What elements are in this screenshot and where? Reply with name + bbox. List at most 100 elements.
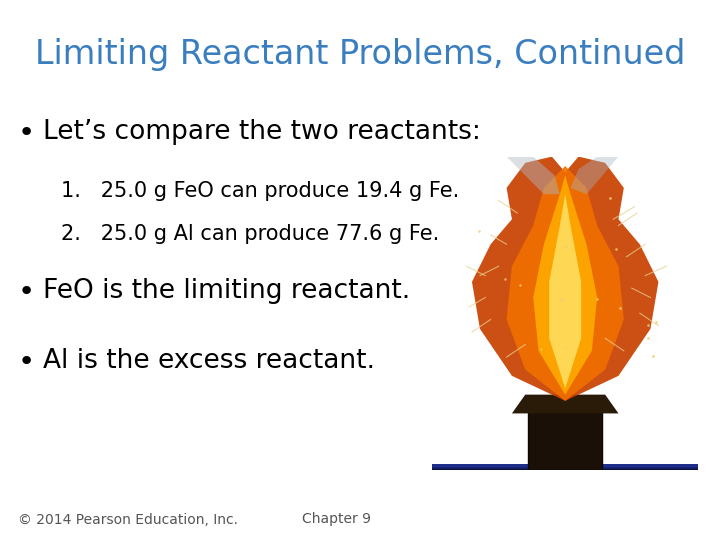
Bar xyxy=(432,464,698,467)
Bar xyxy=(432,465,698,468)
Bar xyxy=(432,467,698,469)
Bar xyxy=(528,407,603,470)
Polygon shape xyxy=(472,157,658,401)
Bar xyxy=(432,465,698,468)
Text: © 2014 Pearson Education, Inc.: © 2014 Pearson Education, Inc. xyxy=(18,512,238,526)
Bar xyxy=(432,464,698,468)
Bar xyxy=(432,466,698,469)
Bar xyxy=(432,465,698,468)
Bar xyxy=(432,466,698,469)
Text: Limiting Reactant Problems, Continued: Limiting Reactant Problems, Continued xyxy=(35,38,685,71)
Polygon shape xyxy=(570,157,618,194)
Bar xyxy=(432,465,698,468)
Bar xyxy=(432,465,698,469)
Bar xyxy=(432,466,698,469)
Polygon shape xyxy=(507,157,560,194)
Bar xyxy=(432,467,698,470)
Bar xyxy=(432,465,698,468)
Bar xyxy=(432,467,698,470)
Bar xyxy=(432,464,698,467)
Bar xyxy=(432,465,698,468)
Bar xyxy=(432,466,698,469)
Bar xyxy=(432,466,698,469)
Bar xyxy=(432,466,698,469)
Bar xyxy=(432,464,698,467)
Bar xyxy=(432,465,698,469)
Bar xyxy=(432,464,698,467)
Bar xyxy=(432,465,698,469)
Text: FeO is the limiting reactant.: FeO is the limiting reactant. xyxy=(43,278,410,304)
Bar xyxy=(432,463,698,467)
Bar xyxy=(432,464,698,468)
Text: •: • xyxy=(18,119,35,147)
Bar xyxy=(432,464,698,467)
Bar xyxy=(432,465,698,469)
Bar xyxy=(432,464,698,468)
Bar xyxy=(432,464,698,468)
Bar xyxy=(432,466,698,469)
Bar xyxy=(432,464,698,467)
Bar xyxy=(432,464,698,468)
Bar xyxy=(432,465,698,469)
Bar xyxy=(432,464,698,468)
Bar xyxy=(432,465,698,468)
Bar xyxy=(432,465,698,468)
Bar xyxy=(432,465,698,468)
Bar xyxy=(432,465,698,469)
Text: Al is the excess reactant.: Al is the excess reactant. xyxy=(43,348,375,374)
Bar xyxy=(432,466,698,469)
Text: 2.   25.0 g Al can produce 77.6 g Fe.: 2. 25.0 g Al can produce 77.6 g Fe. xyxy=(61,224,439,244)
Bar xyxy=(432,464,698,467)
Bar xyxy=(432,464,698,467)
Bar xyxy=(432,465,698,468)
Bar xyxy=(432,464,698,468)
Bar xyxy=(432,467,698,469)
Bar xyxy=(432,466,698,469)
Bar xyxy=(432,464,698,467)
Bar xyxy=(432,464,698,468)
Bar xyxy=(432,465,698,469)
Bar xyxy=(432,464,698,467)
Bar xyxy=(432,465,698,468)
Bar xyxy=(432,466,698,469)
Bar xyxy=(432,465,698,468)
Bar xyxy=(432,465,698,469)
Bar xyxy=(432,464,698,468)
Bar xyxy=(432,464,698,467)
Bar xyxy=(432,466,698,469)
Bar xyxy=(432,465,698,468)
Bar xyxy=(432,465,698,468)
Text: •: • xyxy=(18,348,35,376)
Bar xyxy=(432,464,698,467)
Polygon shape xyxy=(534,176,597,395)
Bar xyxy=(432,464,698,468)
Bar xyxy=(432,464,698,468)
Polygon shape xyxy=(549,194,581,388)
Bar xyxy=(432,464,698,467)
Bar xyxy=(432,466,698,469)
Bar xyxy=(432,466,698,469)
Bar xyxy=(432,465,698,468)
Bar xyxy=(432,465,698,468)
Text: •: • xyxy=(18,278,35,306)
Bar xyxy=(432,464,698,467)
Bar xyxy=(432,464,698,468)
Text: Let’s compare the two reactants:: Let’s compare the two reactants: xyxy=(43,119,481,145)
Text: 1.   25.0 g FeO can produce 19.4 g Fe.: 1. 25.0 g FeO can produce 19.4 g Fe. xyxy=(61,181,459,201)
Bar xyxy=(432,464,698,467)
Bar xyxy=(432,465,698,469)
Bar xyxy=(432,465,698,468)
Bar xyxy=(432,467,698,470)
Polygon shape xyxy=(507,166,624,401)
Bar xyxy=(432,464,698,467)
Bar xyxy=(432,464,698,467)
Bar xyxy=(432,466,698,469)
Bar xyxy=(432,466,698,469)
Bar xyxy=(432,464,698,467)
Bar xyxy=(432,466,698,469)
Bar xyxy=(432,464,698,468)
Bar xyxy=(432,465,698,468)
Bar xyxy=(432,466,698,469)
Bar xyxy=(432,465,698,469)
Bar xyxy=(432,467,698,470)
